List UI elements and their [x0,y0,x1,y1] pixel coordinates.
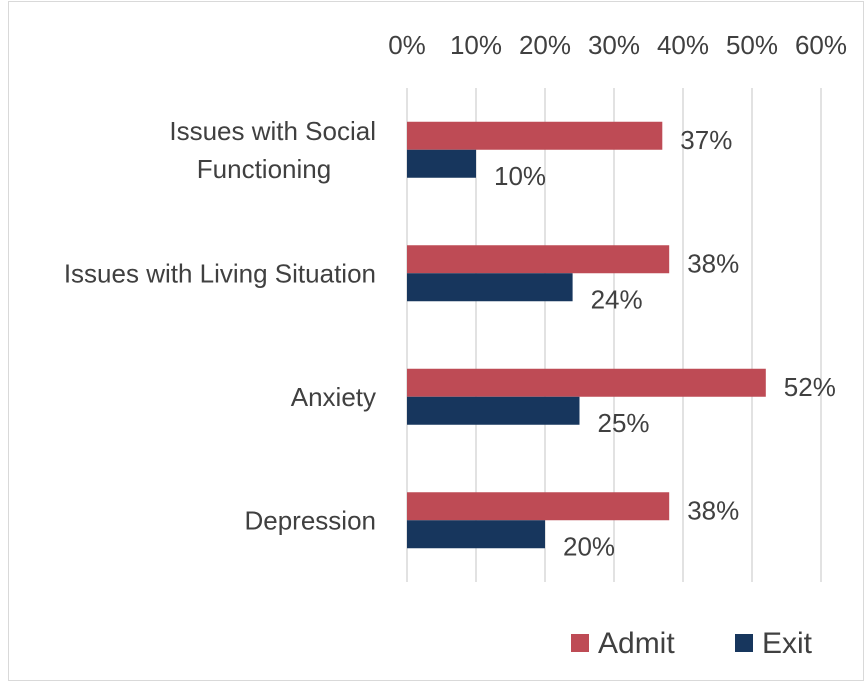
x-tick-label-1: 10% [450,30,502,60]
x-tick-label-2: 20% [519,30,571,60]
bar-admit-1 [407,245,670,274]
x-tick-label-5: 50% [726,30,778,60]
legend-label-admit: Admit [598,627,675,660]
data-label-exit-3: 20% [563,531,615,561]
bar-exit-3 [407,520,545,549]
category-label-0-line-1: Functioning [197,154,331,184]
bar-admit-0 [407,121,663,150]
x-tick-label-4: 40% [657,30,709,60]
category-label-1: Issues with Living Situation [64,258,376,288]
data-label-exit-0: 10% [494,161,546,191]
legend-swatch-exit [735,634,753,652]
data-label-admit-3: 38% [687,495,739,525]
x-tick-label-6: 60% [795,30,847,60]
bar-admit-2 [407,368,766,397]
data-label-exit-2: 25% [598,408,650,438]
bar-admit-3 [407,492,670,521]
data-label-admit-0: 37% [680,125,732,155]
chart-frame [8,1,864,681]
category-label-3: Depression [244,505,376,535]
category-label-0-line-0: Issues with Social [169,116,376,146]
x-tick-label-0: 0% [388,30,426,60]
legend-label-exit: Exit [762,627,813,660]
data-label-admit-2: 52% [784,372,836,402]
category-label-2: Anxiety [291,382,376,412]
bar-exit-0 [407,149,476,178]
data-label-admit-1: 38% [687,248,739,278]
data-label-exit-1: 24% [591,284,643,314]
bar-exit-2 [407,396,580,425]
x-tick-label-3: 30% [588,30,640,60]
bar-exit-1 [407,273,573,302]
legend-swatch-admit [571,634,589,652]
